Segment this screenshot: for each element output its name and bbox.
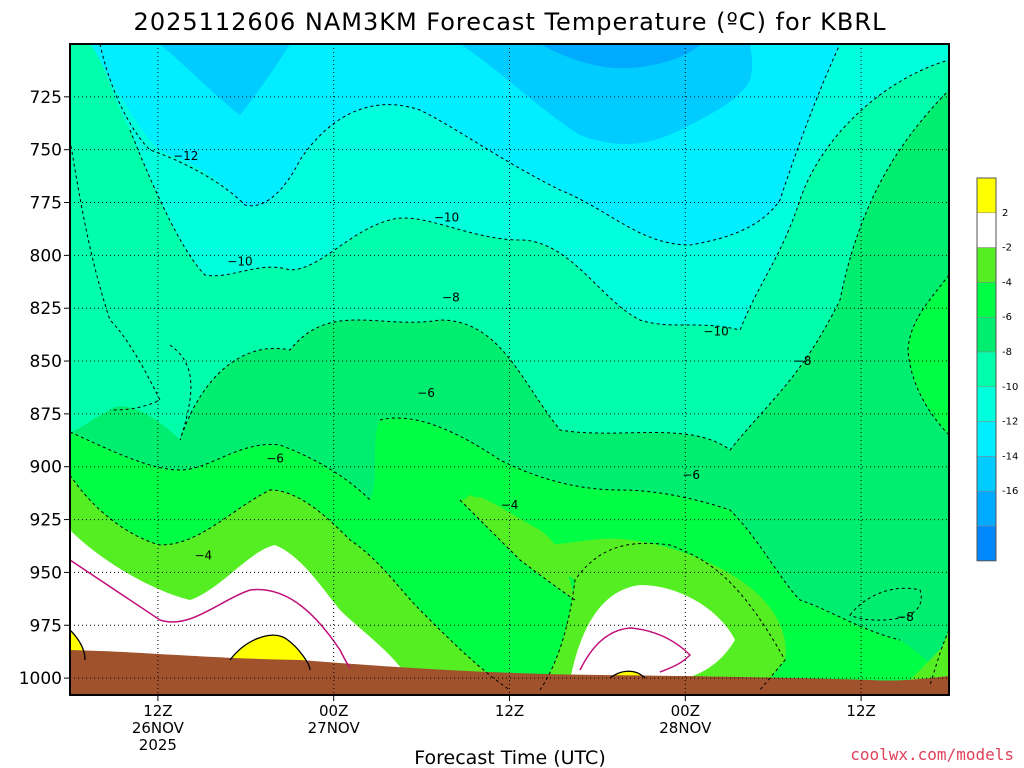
fill-band-minus14-to-minus16 xyxy=(160,44,290,115)
zero-contour xyxy=(69,629,646,679)
y-tick-label: 775 xyxy=(30,194,62,214)
contour-label: −6 xyxy=(266,451,284,465)
fill-band-minus2-to-minus4-c xyxy=(460,497,575,600)
legend-swatch xyxy=(976,525,997,562)
fill-band-2-to-minus2 xyxy=(70,530,410,690)
x-tick-label: 27NOV xyxy=(308,719,361,737)
contour-label: −8 xyxy=(794,354,812,368)
y-axis: 725 750 775 800 825 850 875 900 925 950 975 1000 xyxy=(19,88,70,689)
y-tick-label: 950 xyxy=(30,563,62,583)
x-tick-label: 00Z xyxy=(319,702,348,720)
y-tick-label: 750 xyxy=(30,141,62,161)
y-tick-label: 850 xyxy=(30,352,62,372)
legend-swatch xyxy=(976,282,997,318)
contour-label: −4 xyxy=(194,549,212,563)
contour-label: −10 xyxy=(227,255,252,269)
legend-swatch xyxy=(976,212,997,248)
legend-label: -14 xyxy=(1002,451,1018,462)
legend-label: -4 xyxy=(1002,277,1012,288)
contour-label: −10 xyxy=(434,210,459,224)
contour-label: −6 xyxy=(682,468,700,482)
contour-label: −10 xyxy=(703,324,728,338)
contour-label: −6 xyxy=(417,386,435,400)
x-tick-label: 12Z xyxy=(143,702,172,720)
x-tick-label: 12Z xyxy=(495,702,524,720)
x-tick-label: 28NOV xyxy=(659,719,712,737)
legend-swatch xyxy=(976,247,997,283)
y-tick-label: 900 xyxy=(30,458,62,478)
y-tick-label: 800 xyxy=(30,246,62,266)
legend-label: -8 xyxy=(1002,347,1012,358)
y-tick-label: 725 xyxy=(30,88,62,108)
x-tick-label: 00Z xyxy=(671,702,700,720)
color-legend: 2 -2 -4 -6 -8 -10 -12 -14 -16 xyxy=(976,177,1018,562)
contour-label: −4 xyxy=(501,498,519,512)
legend-swatch xyxy=(976,177,997,214)
contour-label: −8 xyxy=(896,610,914,624)
y-tick-label: 825 xyxy=(30,299,62,319)
legend-label: -16 xyxy=(1002,486,1018,497)
x-tick-label: 2025 xyxy=(139,736,177,754)
contour-lines xyxy=(69,43,950,691)
fill-band-minus2-to-minus4-b xyxy=(930,630,949,690)
chart-title: 2025112606 NAM3KM Forecast Temperature (… xyxy=(134,8,887,36)
y-tick-label: 975 xyxy=(30,616,62,636)
fill-band-minus14-to-minus16-east xyxy=(460,44,753,145)
legend-swatch xyxy=(976,386,997,422)
legend-label: -6 xyxy=(1002,312,1012,323)
legend-swatch xyxy=(976,351,997,388)
x-tick-label: 26NOV xyxy=(132,719,185,737)
x-tick-label: 12Z xyxy=(846,702,875,720)
plot-area: −12 −10 −10 −10 −8 −8 −8 −6 −6 −6 −4 −4 xyxy=(69,43,950,696)
grid-lines xyxy=(70,44,949,695)
y-tick-label: 875 xyxy=(30,405,62,425)
contour-label-layer: −12 −10 −10 −10 −8 −8 −8 −6 −6 −6 −4 −4 xyxy=(173,149,914,624)
site-credit: coolwx.com/models xyxy=(850,745,1014,764)
y-tick-label: 1000 xyxy=(19,669,62,689)
legend-frame xyxy=(976,177,997,562)
fill-band-minus6-to-minus4-east xyxy=(908,275,949,435)
legend-swatch xyxy=(976,421,997,457)
legend-swatch xyxy=(976,456,997,492)
legend-label: -10 xyxy=(1002,382,1018,393)
legend-label: 2 xyxy=(1002,208,1008,219)
freezing-contour xyxy=(69,559,692,673)
legend-swatch xyxy=(976,490,997,527)
fill-band-coldest-core xyxy=(540,44,700,69)
contour-label: −8 xyxy=(442,291,460,305)
legend-swatch xyxy=(976,316,997,353)
y-tick-label: 925 xyxy=(30,511,62,531)
legend-label: -2 xyxy=(1002,243,1012,254)
ground-terrain xyxy=(70,650,949,695)
contour-label: −12 xyxy=(173,149,198,163)
legend-label: -12 xyxy=(1002,417,1018,428)
x-axis-label: Forecast Time (UTC) xyxy=(414,747,605,768)
